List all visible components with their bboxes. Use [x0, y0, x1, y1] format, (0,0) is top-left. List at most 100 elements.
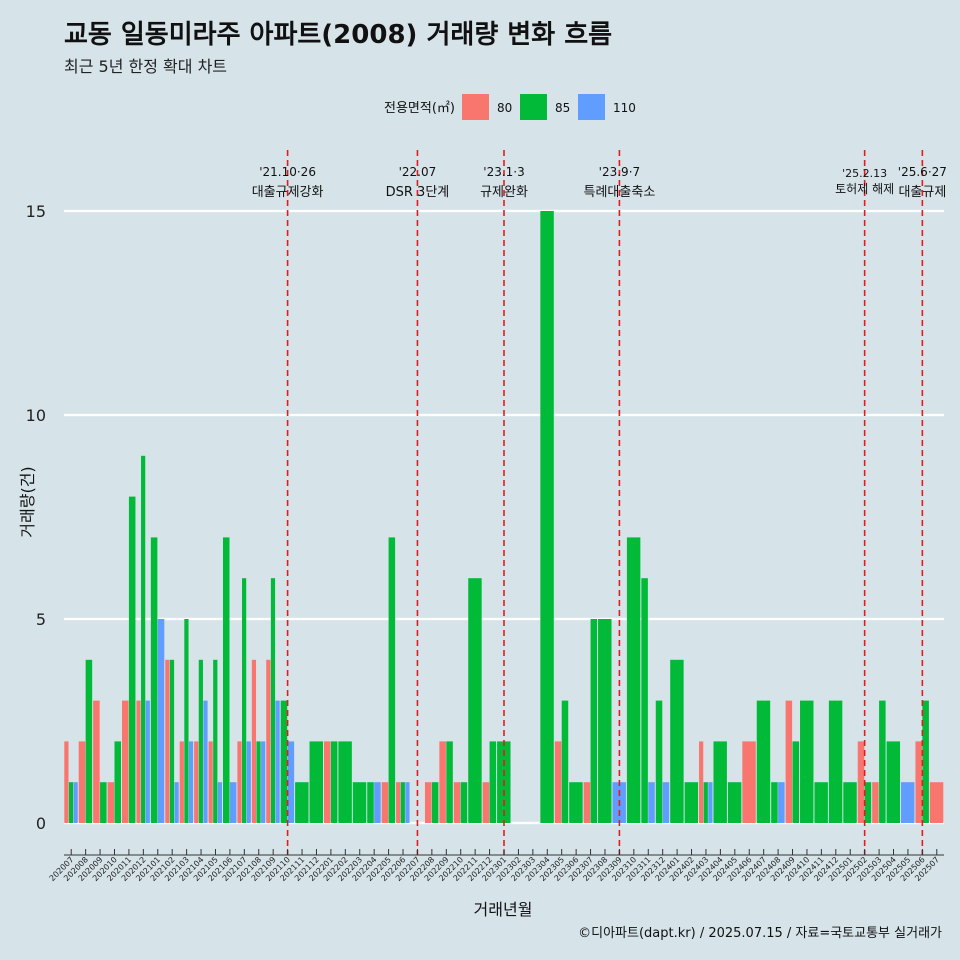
bar-85-202203: [352, 782, 367, 823]
bar-85-202304: [540, 211, 554, 823]
bar-110-202204: [374, 782, 381, 823]
bar-85-202502: [864, 782, 872, 823]
bar-85-202411: [814, 782, 828, 823]
bar-110-202403: [708, 782, 713, 823]
legend-label-85: 85: [555, 101, 570, 115]
bar-80-202212: [482, 782, 490, 823]
event-name-label: 토허제 해제: [835, 182, 894, 196]
bar-85-202312: [655, 700, 663, 823]
y-tick-label: 10: [26, 406, 46, 425]
bar-110-202106: [229, 782, 237, 823]
event-date-label: '21.10·26: [259, 165, 316, 179]
bar-85-202405: [727, 782, 742, 823]
legend-label-110: 110: [613, 101, 636, 115]
legend-title: 전용면적(㎡): [384, 101, 455, 116]
bar-85-202407: [756, 700, 771, 823]
bar-110-202101: [157, 619, 165, 823]
bar-110-202206: [405, 782, 410, 823]
bar-80-202008: [78, 741, 86, 823]
bar-80-202208: [424, 782, 432, 823]
bar-85-202101: [150, 537, 158, 823]
bar-110-202107: [246, 741, 251, 823]
event-name-label: 대출규제강화: [252, 185, 324, 200]
bar-85-202010: [114, 741, 122, 823]
bar-110-202312: [662, 782, 670, 823]
x-axis: 2020072020082020092020102020112020122021…: [48, 849, 944, 883]
bar-85-202402: [684, 782, 699, 823]
bar-85-202103: [184, 619, 189, 823]
bar-80-202503: [872, 782, 879, 823]
bar-85-202410: [800, 700, 814, 823]
legend-label-80: 80: [497, 101, 512, 115]
bar-80-202307: [583, 782, 591, 823]
bar-110-202109: [275, 700, 280, 823]
event-date-label: '25.2.13: [842, 167, 887, 180]
bar-85-202008: [85, 659, 93, 823]
bar-80-202010: [107, 782, 115, 823]
bar-110-202505: [901, 782, 915, 823]
chart-subtitle: 최근 5년 한정 확대 차트: [64, 57, 228, 76]
bar-85-202011: [128, 496, 136, 823]
bar-80-202209: [439, 741, 446, 823]
bar-80-202108: [251, 659, 257, 823]
bar-85-202204: [367, 782, 374, 823]
bar-85-202408: [771, 782, 778, 823]
event-lines: '21.10·26 대출규제강화 '22.07 DSR 3단계 '23.1·3 규제완화 '…: [252, 150, 947, 855]
bar-85-202106: [222, 537, 230, 823]
bar-85-202107: [242, 578, 247, 823]
bar-85-202307: [590, 619, 598, 823]
bar-85-202412: [828, 700, 843, 823]
bar-110-202104: [203, 700, 208, 823]
bar-85-202211: [468, 578, 482, 823]
bar-110-202012: [145, 700, 150, 823]
y-axis: 0 5 10 15: [26, 202, 46, 833]
bar-85-202104: [198, 659, 203, 823]
bar-85-202110: [280, 700, 288, 823]
bar-80-202403: [699, 741, 704, 823]
legend-swatch-85: [520, 94, 547, 120]
bar-80-202406: [742, 741, 756, 823]
bar-85-202210: [460, 782, 468, 823]
legend-swatch-80: [462, 94, 489, 120]
bar-80-202103: [179, 741, 184, 823]
bar-85-202205: [388, 537, 396, 823]
bar-80-202012: [136, 700, 141, 823]
bar-85-202501: [843, 782, 857, 823]
bar-85-202504: [886, 741, 901, 823]
bar-80-202201: [323, 741, 331, 823]
bar-85-202311: [641, 578, 648, 823]
bar-110-202105: [217, 782, 222, 823]
bar-80-202507: [929, 782, 944, 823]
bar-110-202108: [261, 741, 266, 823]
bar-80-202502: [857, 741, 865, 823]
y-tick-label: 5: [36, 610, 46, 629]
bar-85-202102: [169, 659, 175, 823]
bar-80-202105: [208, 741, 213, 823]
bar-85-202105: [213, 659, 218, 823]
bar-85-202306: [569, 782, 583, 823]
bar-80-202506: [915, 741, 922, 823]
bar-85-202109: [270, 578, 276, 823]
bar-85-202112: [309, 741, 323, 823]
bar-80-202305: [554, 741, 562, 823]
bars: [64, 211, 944, 823]
y-axis-title: 거래량(건): [18, 466, 37, 537]
bar-80-202109: [266, 659, 271, 823]
event-date-label: '23.1·3: [483, 165, 524, 179]
bar-85-202308: [598, 619, 612, 823]
event-name-label: DSR 3단계: [386, 185, 450, 200]
bar-85-202401: [670, 659, 684, 823]
legend-swatch-110: [578, 94, 605, 120]
bar-85-202506: [922, 700, 929, 823]
bar-110-202311: [648, 782, 655, 823]
bar-110-202007: [73, 782, 78, 823]
bar-80-202206: [396, 782, 401, 823]
bar-85-202111: [295, 782, 309, 823]
chart-title: 교동 일동미라주 아파트(2008) 거래량 변화 흐름: [64, 20, 613, 50]
source-caption: ©디아파트(dapt.kr) / 2025.07.15 / 자료=국토교통부 실…: [578, 926, 942, 941]
bar-85-202209: [446, 741, 453, 823]
bar-110-202110: [287, 741, 295, 823]
bar-85-202212: [489, 741, 497, 823]
event-date-label: '22.07: [399, 165, 437, 179]
